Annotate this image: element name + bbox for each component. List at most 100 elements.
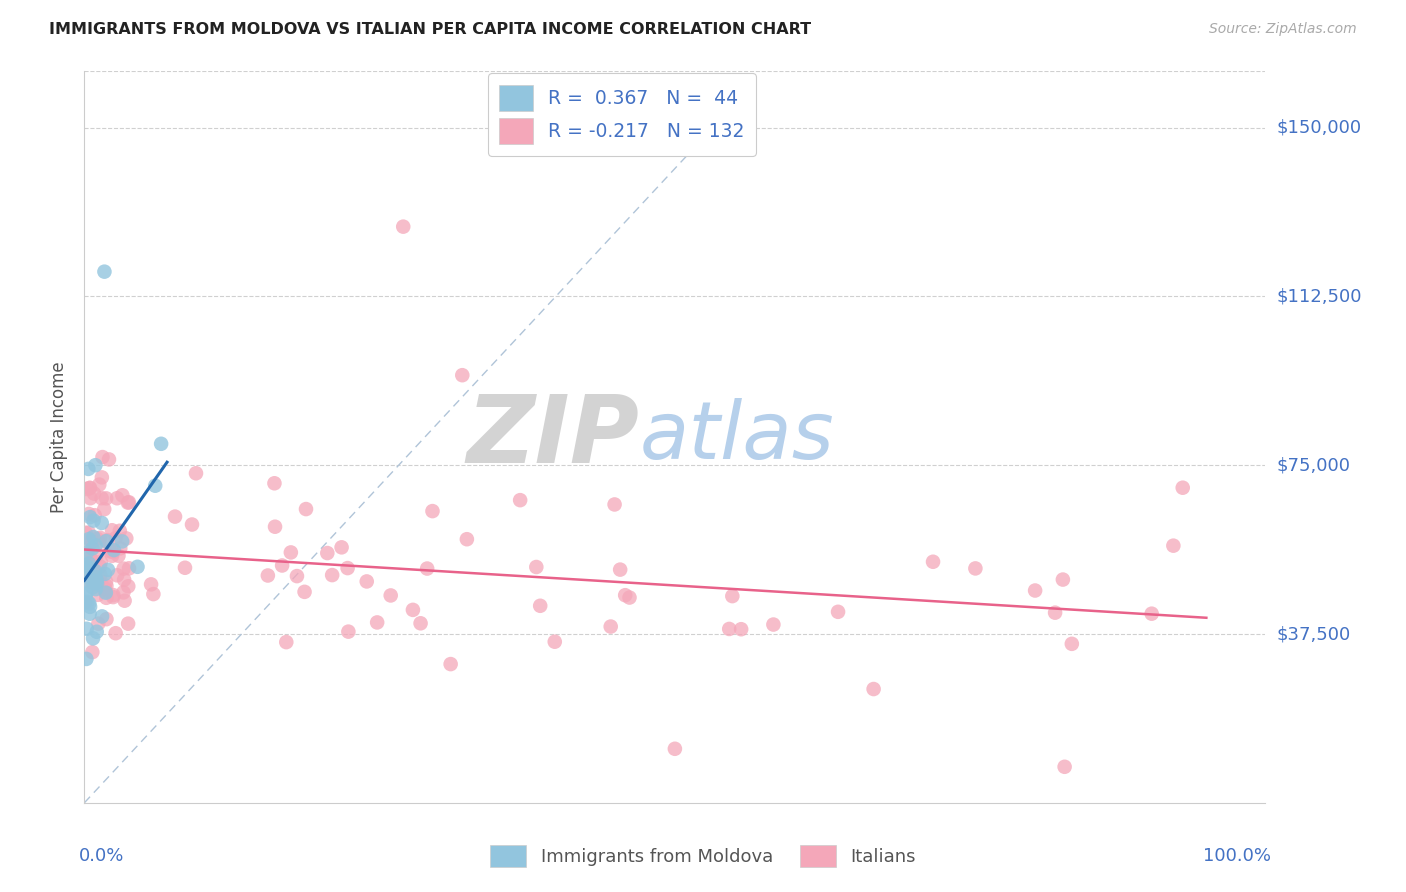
Point [112,585,135,599]
Point [89,567,111,582]
Point [84,538,107,552]
Point [82,530,104,544]
Point [257,568,280,582]
Point [82,580,104,594]
Point [103,543,125,558]
Point [97,563,120,577]
Point [75,482,97,496]
Point [94,585,117,599]
Point [75,586,97,600]
Point [730,622,752,636]
Point [83,486,105,500]
Point [76,622,98,636]
Point [409,616,432,631]
Point [922,555,945,569]
Point [139,577,162,591]
Point [83,508,105,523]
Point [1024,583,1046,598]
Point [82,632,104,646]
Text: IMMIGRANTS FROM MOLDOVA VS ITALIAN PER CAPITA INCOME CORRELATION CHART: IMMIGRANTS FROM MOLDOVA VS ITALIAN PER C… [49,22,811,37]
Point [77,548,100,562]
Point [77,538,100,552]
Point [609,563,631,577]
Point [416,561,439,575]
Point [75,587,97,601]
Point [94,584,117,599]
Point [77,557,100,571]
Point [110,541,132,556]
Y-axis label: Per Capita Income: Per Capita Income [49,361,67,513]
Point [75,525,97,540]
Point [276,635,298,649]
Point [93,502,115,516]
Legend: Immigrants from Moldova, Italians: Immigrants from Moldova, Italians [482,838,924,874]
Point [77,462,100,476]
Point [82,514,104,528]
Point [1171,481,1194,495]
Point [79,510,101,524]
Point [108,524,131,538]
Text: $37,500: $37,500 [1277,625,1351,643]
Point [143,479,166,493]
Point [80,553,103,567]
Point [762,617,785,632]
Point [105,491,128,506]
Point [76,595,98,609]
Point [599,619,621,633]
Point [79,481,101,495]
Point [94,491,117,506]
Point [117,579,139,593]
Point [101,545,124,559]
Legend: R =  0.367   N =  44, R = -0.217   N = 132: R = 0.367 N = 44, R = -0.217 N = 132 [488,73,755,155]
Point [101,590,124,604]
Point [90,575,112,590]
Point [101,549,124,563]
Text: $150,000: $150,000 [1277,119,1361,136]
Point [86,532,108,546]
Point [127,559,149,574]
Point [142,587,165,601]
Point [79,607,101,621]
Point [101,523,124,537]
Point [1043,606,1066,620]
Point [84,574,107,589]
Point [89,477,111,491]
Point [77,574,100,589]
Point [76,545,98,559]
Point [112,561,135,575]
Point [77,525,100,540]
Point [336,561,359,575]
Point [93,265,115,279]
Point [96,534,118,549]
Point [104,626,127,640]
Point [83,565,105,579]
Point [91,450,114,464]
Point [965,561,987,575]
Point [90,470,112,484]
Point [181,517,204,532]
Point [96,533,118,548]
Point [82,554,104,568]
Point [529,599,551,613]
Point [98,452,121,467]
Point [91,609,114,624]
Point [103,588,125,602]
Point [614,588,637,602]
Point [422,504,444,518]
Point [1163,539,1185,553]
Point [94,582,117,596]
Text: Source: ZipAtlas.com: Source: ZipAtlas.com [1209,22,1357,37]
Point [77,596,100,610]
Point [1060,637,1083,651]
Point [112,573,135,587]
Point [104,531,127,545]
Point [94,566,117,581]
Point [80,572,103,586]
Point [115,532,138,546]
Point [86,576,108,591]
Point [402,603,425,617]
Point [862,681,884,696]
Point [105,568,128,582]
Point [87,535,110,549]
Point [1140,607,1163,621]
